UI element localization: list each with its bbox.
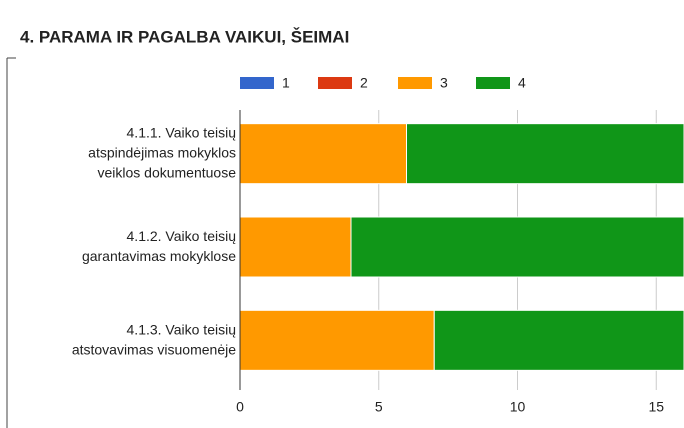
legend-swatch (398, 77, 432, 89)
x-tick-label: 10 (510, 399, 526, 415)
legend-label: 3 (440, 75, 448, 91)
legend-label: 1 (282, 75, 290, 91)
y-tick-label: 4.1.3. Vaiko teisių atstovavimas visuomen… (72, 321, 236, 357)
x-tick-label: 15 (648, 399, 664, 415)
legend-label: 4 (518, 75, 526, 91)
bar-segment (239, 216, 352, 278)
bar-segment (406, 123, 684, 185)
chart-title: 4. PARAMA IR PAGALBA VAIKUI, ŠEIMAI (20, 27, 349, 46)
y-tick-label: 4.1.1. Vaiko teisių atspindėjimas mokyklo… (88, 124, 236, 180)
legend-swatch (240, 77, 274, 89)
legend-swatch (476, 77, 510, 89)
bar-segment (239, 309, 435, 371)
y-tick-label: 4.1.2. Vaiko teisių garantavimas mokyklos… (82, 228, 236, 264)
x-tick-label: 0 (236, 399, 244, 415)
legend-label: 2 (360, 75, 368, 91)
bar-segment (433, 309, 684, 371)
bar-segment (350, 216, 684, 278)
bar-segment (239, 123, 407, 185)
x-tick-label: 5 (375, 399, 383, 415)
legend-swatch (318, 77, 352, 89)
